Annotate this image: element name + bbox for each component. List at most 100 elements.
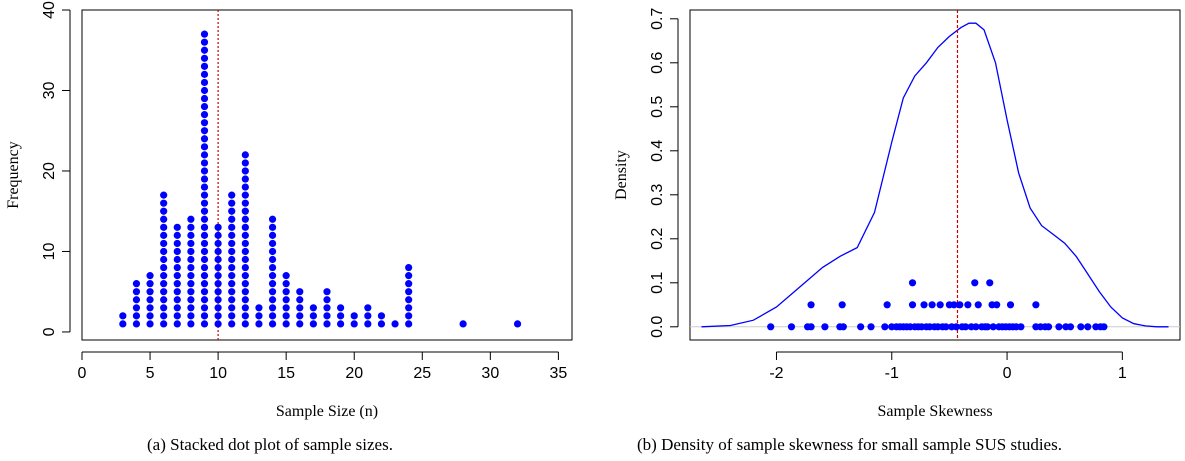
data-dot (228, 215, 236, 223)
data-dot (309, 312, 317, 320)
data-dot (187, 296, 195, 304)
data-dot (200, 159, 209, 167)
panel-a-stacked-dot-plot: 0 5 10 15 20 25 30 35 0 10 20 30 40 Sample Size (n) Fr… (5, 1, 573, 420)
y-tick-label: 0.6 (649, 52, 666, 74)
data-dot (228, 272, 236, 280)
data-dot (187, 263, 195, 272)
data-dot (200, 167, 209, 175)
data-dot (146, 312, 154, 320)
panel-b-density-plot: -2 -1 0 1 0.0 0.1 0.2 0.3 0.4 0.5 0.6 0.7 Sample Ske… (613, 8, 1181, 420)
data-dot (268, 255, 277, 264)
data-dot (228, 280, 236, 288)
data-dot (200, 119, 209, 127)
data-dot (200, 54, 209, 62)
data-dot (989, 323, 997, 331)
data-dot (200, 320, 209, 328)
data-dot (187, 247, 195, 256)
data-dot (146, 304, 154, 312)
y-tick-label: 20 (41, 162, 58, 180)
data-dot (200, 46, 209, 54)
data-dot (1017, 323, 1025, 331)
data-dot (200, 175, 209, 183)
x-tick-label: 5 (146, 365, 155, 382)
data-dot (268, 280, 277, 288)
data-dot (983, 323, 992, 331)
data-dot (200, 111, 209, 119)
data-dot (268, 247, 277, 256)
data-dot (309, 320, 317, 328)
data-dot (160, 304, 168, 312)
data-dot (228, 231, 236, 239)
data-dot (337, 312, 345, 320)
x-tick-label: 1 (1118, 365, 1127, 382)
y-tick-label: 0.1 (649, 272, 666, 294)
data-dot (961, 323, 970, 331)
data-dot (200, 272, 209, 280)
data-dot (214, 288, 222, 296)
data-dot (132, 296, 141, 304)
data-dot (173, 231, 181, 239)
data-dot (200, 296, 209, 304)
data-dot (323, 288, 331, 296)
x-tick-label: 25 (413, 365, 431, 382)
data-dot (956, 301, 964, 309)
data-dot (214, 320, 222, 328)
data-dot (908, 279, 917, 287)
data-dot (282, 296, 290, 304)
data-dot (241, 255, 249, 264)
data-dot (405, 263, 413, 272)
y-tick-label: 30 (41, 81, 58, 99)
data-dot (200, 207, 209, 215)
data-dot (296, 312, 304, 320)
data-dot (241, 151, 249, 159)
data-dot (200, 30, 209, 38)
data-dot (200, 199, 209, 207)
data-dot (964, 301, 972, 309)
data-dot (200, 255, 209, 264)
data-dot (323, 312, 331, 320)
data-dot (160, 255, 168, 264)
data-dot (296, 288, 304, 296)
data-dot (405, 280, 413, 288)
data-dot (228, 191, 236, 199)
data-dot (986, 279, 994, 287)
data-dot (214, 304, 222, 312)
plot-frame (689, 9, 1181, 341)
data-dot (200, 102, 209, 111)
data-dot (173, 320, 181, 328)
data-dot (200, 215, 209, 223)
data-dot (807, 301, 815, 309)
data-dot (200, 135, 209, 143)
data-dot (160, 296, 168, 304)
data-dot (241, 167, 249, 175)
data-dot (160, 215, 168, 223)
data-dot (214, 312, 222, 320)
data-dot (214, 223, 222, 231)
data-dot (200, 78, 209, 87)
data-dot (160, 272, 168, 280)
data-dot (241, 247, 249, 256)
data-dot (1055, 323, 1063, 331)
data-dot (377, 312, 386, 320)
y-tick-label: 0.3 (649, 184, 666, 206)
data-dot (405, 288, 413, 296)
data-dot (160, 231, 168, 239)
data-dot (160, 288, 168, 296)
data-dot (364, 304, 372, 312)
y-tick-label: 0.7 (649, 8, 666, 30)
data-dot (296, 304, 304, 312)
data-dot (173, 247, 181, 256)
data-dot (200, 143, 209, 151)
data-dot (173, 263, 181, 272)
data-dot (214, 272, 222, 280)
data-dot (228, 207, 236, 215)
data-dot (950, 301, 958, 309)
data-dot (200, 247, 209, 256)
data-dot (146, 296, 154, 304)
data-dot (228, 288, 236, 296)
data-dot (405, 320, 413, 328)
data-dot (187, 239, 195, 248)
y-tick-label: 0.4 (649, 140, 666, 162)
data-dot (296, 320, 304, 328)
data-dot (821, 323, 829, 331)
